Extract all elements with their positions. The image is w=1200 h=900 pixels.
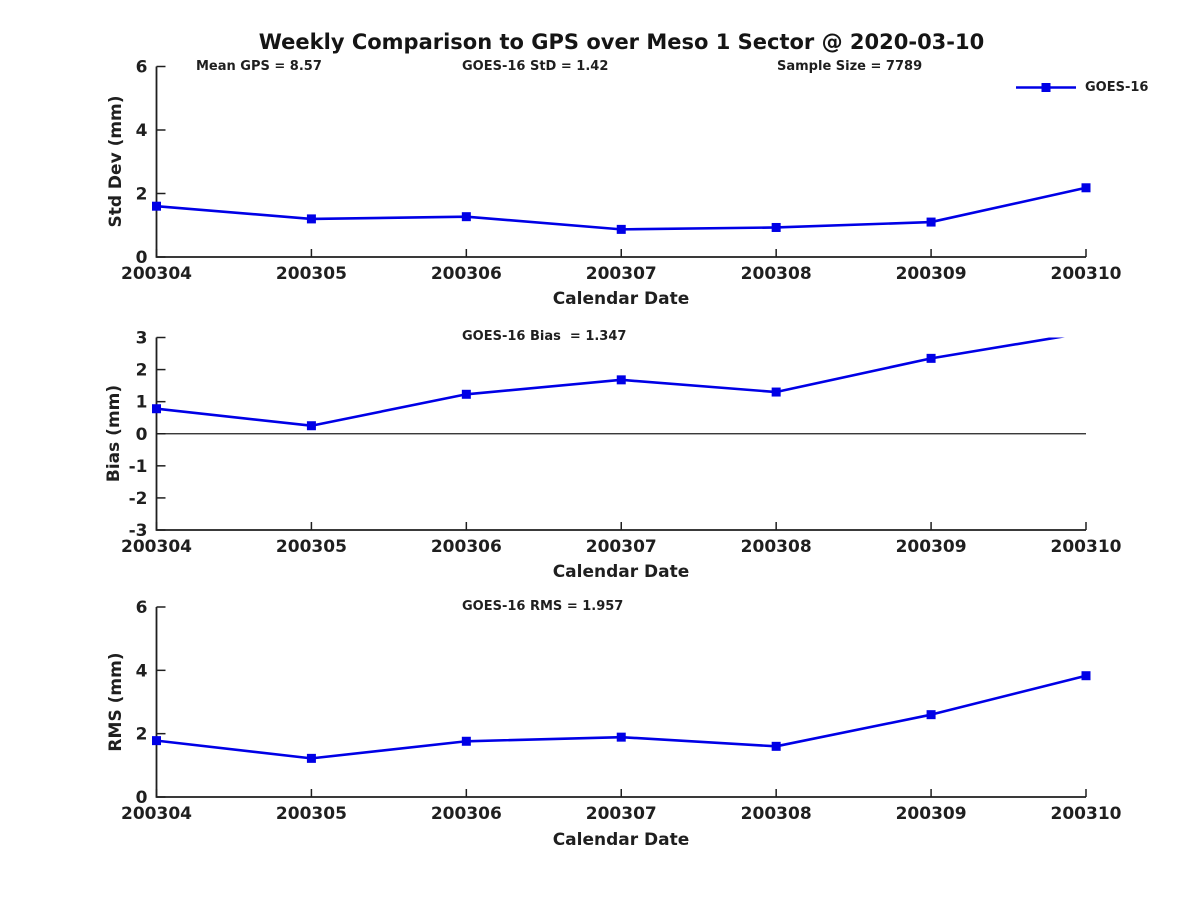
svg-text:4: 4 [136,661,148,681]
xlabel-std-dev: Calendar Date [553,289,690,309]
svg-text:0: 0 [136,788,148,808]
chart-0: 200304 200305 200306 200307 200308 200309 2003… [121,58,1122,285]
svg-text:200310: 200310 [1051,264,1122,284]
chart-1: 200304 200305 200306 200307 200308 200309 2003… [121,329,1122,558]
xlabel-bias: Calendar Date [553,562,690,582]
svg-text:-2: -2 [129,489,148,509]
svg-text:200304: 200304 [121,537,192,557]
svg-text:6: 6 [136,598,148,618]
svg-text:200309: 200309 [896,264,967,284]
legend: GOES-16 [1015,80,1148,95]
svg-text:200308: 200308 [741,537,812,557]
legend-line-marker-icon [1016,83,1076,92]
charts-layer: 200304 200305 200306 200307 200308 200309 2003… [121,58,1122,825]
svg-text:200308: 200308 [741,804,812,824]
ylabel-std-dev: Std Dev (mm) [106,95,126,227]
svg-text:200304: 200304 [121,804,192,824]
annotation-mean-gps: Mean GPS = 8.57 [196,59,322,74]
svg-text:3: 3 [136,329,148,349]
legend-label: GOES-16 [1085,80,1149,95]
svg-text:2: 2 [136,725,148,745]
svg-text:200306: 200306 [431,264,502,284]
ylabel-bias: Bias (mm) [104,385,124,482]
svg-text:1: 1 [136,393,148,413]
svg-text:0: 0 [136,248,148,268]
svg-text:200309: 200309 [896,537,967,557]
annotation-goes16-rms: GOES-16 RMS = 1.957 [462,599,624,614]
svg-text:2: 2 [136,361,148,381]
svg-text:200307: 200307 [586,537,657,557]
svg-text:200305: 200305 [276,264,347,284]
ylabel-rms: RMS (mm) [106,652,126,751]
svg-text:200309: 200309 [896,804,967,824]
annotation-goes16-std: GOES-16 StD = 1.42 [462,59,609,74]
figure-title: Weekly Comparison to GPS over Meso 1 Sec… [258,30,985,54]
svg-text:200306: 200306 [431,804,502,824]
annotation-sample-size: Sample Size = 7789 [777,59,923,74]
annotation-goes16-bias: GOES-16 Bias = 1.347 [462,329,627,344]
svg-text:200305: 200305 [276,537,347,557]
svg-text:200310: 200310 [1051,537,1122,557]
svg-text:4: 4 [136,121,148,141]
svg-text:2: 2 [136,185,148,205]
svg-text:200307: 200307 [586,804,657,824]
svg-text:6: 6 [136,58,148,78]
svg-text:200304: 200304 [121,264,192,284]
svg-text:200306: 200306 [431,537,502,557]
chart-2: 200304 200305 200306 200307 200308 200309 2003… [121,598,1122,824]
svg-text:200310: 200310 [1051,804,1122,824]
xlabel-rms: Calendar Date [553,830,690,850]
svg-text:-1: -1 [129,457,148,477]
svg-text:200305: 200305 [276,804,347,824]
svg-text:0: 0 [136,425,148,445]
svg-text:200308: 200308 [741,264,812,284]
svg-text:200307: 200307 [586,264,657,284]
svg-text:-3: -3 [129,521,148,541]
